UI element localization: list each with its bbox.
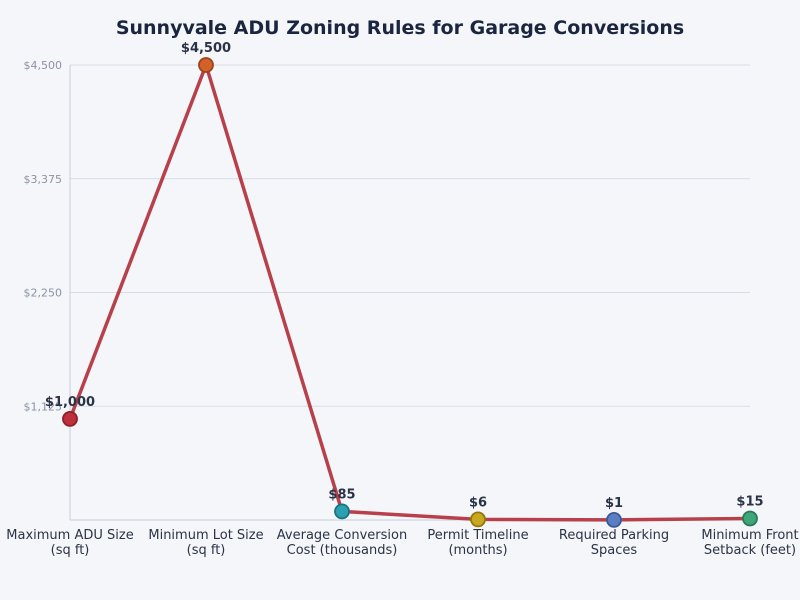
x-tick-label: Required Parking Spaces (559, 528, 669, 558)
data-point (606, 511, 622, 528)
x-tick-label: Minimum Lot Size (sq ft) (148, 528, 263, 558)
x-tick-label: Maximum ADU Size (sq ft) (6, 528, 133, 558)
data-labels: $1,000 $4,500 $85 $6 $1 $15 (45, 41, 764, 511)
x-tick-label: Minimum Front Setback (feet) (701, 528, 798, 558)
chart-title: Sunnyvale ADU Zoning Rules for Garage Co… (116, 17, 684, 39)
y-tick-label: $3,375 (24, 173, 63, 186)
data-point (742, 510, 758, 527)
y-tick-label: $4,500 (24, 59, 63, 72)
x-tick-labels: Maximum ADU Size (sq ft) Minimum Lot Size(… (6, 528, 798, 558)
markers (62, 57, 758, 528)
data-label: $4,500 (181, 41, 231, 56)
x-tick-label: Average Conversion Cost (thousands) (277, 528, 407, 558)
data-point (62, 410, 78, 427)
data-label: $6 (469, 495, 487, 510)
data-label: $1,000 (45, 395, 95, 410)
series-line (68, 63, 752, 522)
y-tick-label: $1,125 (24, 400, 63, 413)
gridlines (70, 64, 750, 407)
y-tick-labels: $1,125 $2,250 $3,375 $4,500 (24, 59, 63, 413)
data-label: $85 (328, 487, 355, 502)
y-tick-label: $2,250 (24, 287, 63, 300)
data-point (334, 503, 350, 520)
data-point (198, 57, 214, 73)
data-point (470, 511, 486, 528)
x-tick-label: Permit Timeline (months) (427, 528, 528, 558)
data-label: $1 (605, 496, 623, 511)
data-label: $15 (736, 494, 763, 509)
series-line-group (68, 63, 752, 522)
